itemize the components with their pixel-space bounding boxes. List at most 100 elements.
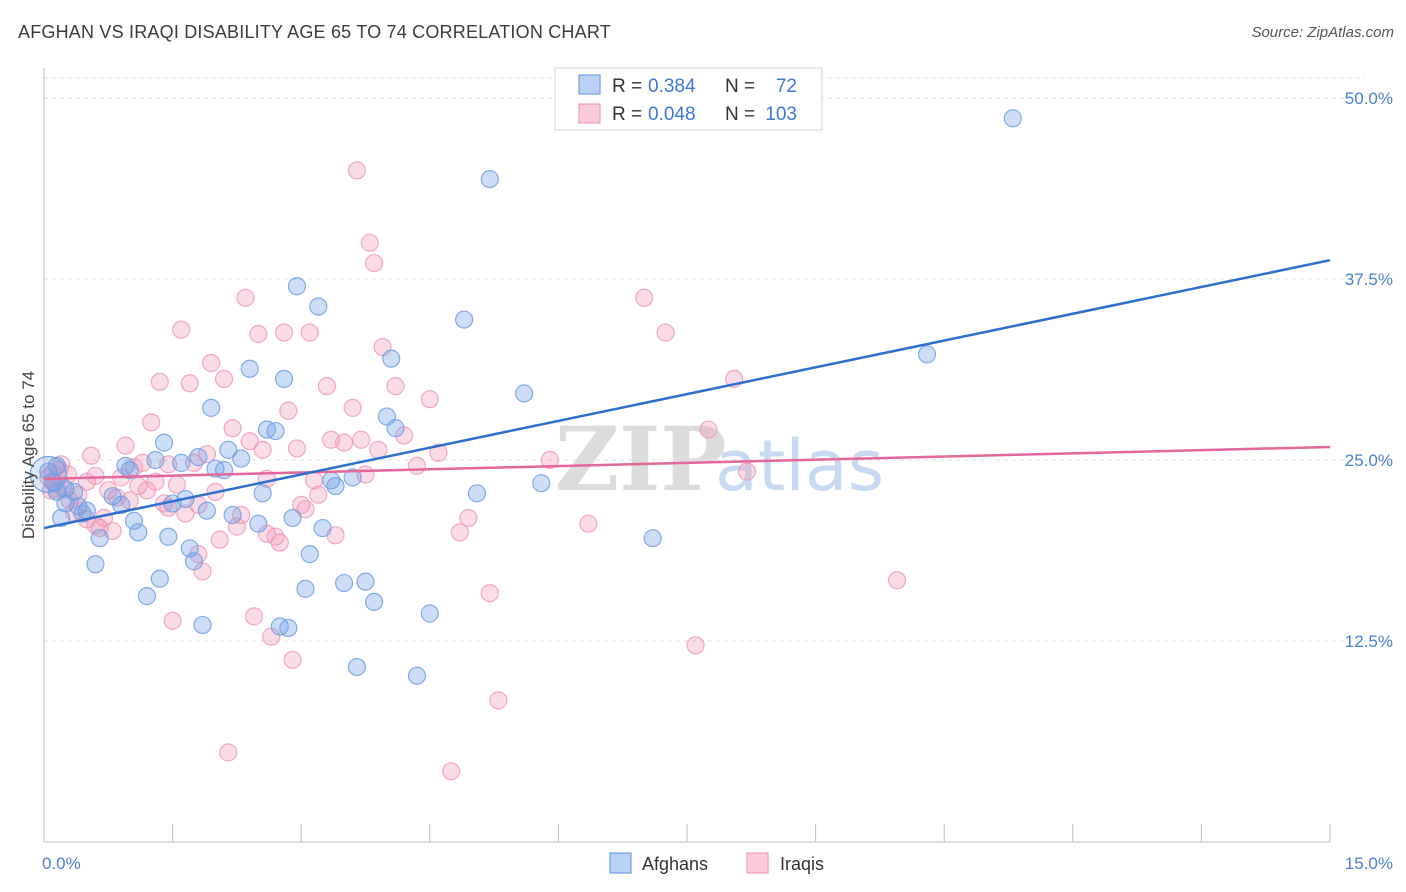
iraqis-point (219, 743, 238, 762)
trend-line-afghans (43, 258, 1331, 530)
legend-n-value-afghans: 72 (776, 76, 797, 97)
iraqis-point (420, 390, 439, 409)
iraqis-point (540, 450, 559, 470)
afghans-point (420, 604, 439, 623)
afghans-point (283, 508, 302, 528)
axes: 12.5% 25.0% 37.5% 50.0% 0.0% 15.0% (42, 68, 1393, 873)
afghans-point (309, 297, 328, 316)
iraqis-point (274, 323, 294, 342)
x-tick-label-max: 15.0% (1345, 854, 1393, 873)
iraqis-point (240, 432, 259, 451)
iraqis-point (300, 323, 319, 342)
iraqis-point (163, 611, 182, 630)
afghans-point (249, 514, 268, 533)
watermark-zip: ZIP (555, 407, 727, 511)
watermark-atlas: atlas (715, 425, 884, 507)
iraqis-point (249, 324, 268, 344)
afghans-point (146, 450, 165, 470)
iraqis-point (172, 320, 191, 339)
afghans-point (223, 505, 242, 525)
afghans-point (313, 518, 332, 538)
afghans-point (274, 369, 294, 389)
iraqis-point (480, 584, 499, 603)
iraqis-point (202, 353, 221, 373)
iraqis-point (82, 446, 101, 465)
afghans-point (356, 572, 375, 591)
iraqis-point (253, 440, 272, 459)
iraqis-point (407, 456, 427, 475)
afghans-point (532, 474, 551, 493)
afghans-point (266, 421, 285, 441)
afghans-point (917, 345, 937, 364)
iraqis-point (287, 439, 307, 458)
legend-bottom-swatch-iraqis (746, 852, 769, 874)
legend-swatch-afghans (578, 74, 601, 95)
legend-bottom-label-afghans: Afghans (642, 854, 708, 874)
afghans-point (73, 504, 92, 523)
afghans-point (86, 555, 105, 574)
afghans-point (172, 453, 191, 472)
gridlines (44, 77, 1366, 642)
iraqis-point (317, 377, 337, 396)
iraqis-point (283, 650, 302, 669)
iraqis-point (223, 419, 242, 438)
iraqis-point (86, 466, 105, 486)
iraqis-point (635, 288, 654, 307)
afghans-point (219, 440, 238, 459)
afghans-point (515, 384, 534, 403)
afghans-point (202, 398, 221, 417)
iraqis-point (489, 691, 508, 710)
iraqis-point (347, 161, 367, 180)
iraqis-point (142, 413, 161, 432)
iraqis-point (360, 233, 379, 252)
chart-source: Source: ZipAtlas.com (1251, 24, 1394, 41)
afghans-point (364, 592, 384, 612)
iraqis-point (656, 323, 675, 342)
afghans-point (407, 666, 427, 685)
iraqis-point (116, 436, 135, 455)
afghans-point (112, 495, 131, 514)
iraqis-point (334, 433, 354, 452)
y-tick-label: 25.0% (1345, 451, 1393, 470)
afghans-point (154, 433, 174, 452)
afghans-point (124, 511, 144, 530)
iraqis-point (214, 369, 234, 389)
iraqis-point (236, 288, 255, 307)
afghans-point (347, 657, 367, 677)
legend-r-label-iraqis: R = (612, 104, 642, 125)
afghans-point (240, 359, 259, 378)
afghans-point (467, 484, 487, 503)
iraqis-point (279, 401, 298, 420)
afghans-point (1003, 109, 1022, 128)
afghans-point (150, 569, 169, 588)
afghans-point (120, 461, 139, 480)
iraqis-point (343, 398, 362, 417)
afghans-point (480, 169, 499, 189)
legend-r-label-afghans: R = (612, 76, 642, 97)
legend-n-label-afghans: N = (725, 76, 755, 97)
chart-title: AFGHAN VS IRAQI DISABILITY AGE 65 TO 74 … (18, 22, 611, 42)
afghans-point (454, 310, 474, 329)
iraqis-point (176, 504, 195, 523)
iraqis-point (442, 762, 461, 781)
iraqis-point (296, 500, 315, 519)
iraqis-point (450, 523, 469, 542)
x-tick-label-min: 0.0% (42, 854, 81, 873)
afghans-point (159, 527, 178, 546)
legend-r-value-iraqis: 0.048 (648, 104, 696, 125)
iraqis-point (352, 430, 371, 449)
y-tick-label: 50.0% (1345, 89, 1393, 108)
afghans-point (129, 523, 148, 542)
afghans-point (382, 349, 401, 368)
afghans-point (386, 419, 405, 438)
legend-n-value-iraqis: 103 (765, 104, 797, 125)
legend-swatch-iraqis (578, 103, 601, 124)
legend-bottom-label-iraqis: Iraqis (780, 854, 824, 874)
iraqis-point (579, 514, 598, 533)
afghans-point (232, 449, 251, 468)
legend-r-value-afghans: 0.384 (648, 76, 696, 97)
y-tick-label: 12.5% (1345, 632, 1393, 651)
iraqis-point (150, 372, 169, 391)
iraqis-point (459, 508, 478, 528)
